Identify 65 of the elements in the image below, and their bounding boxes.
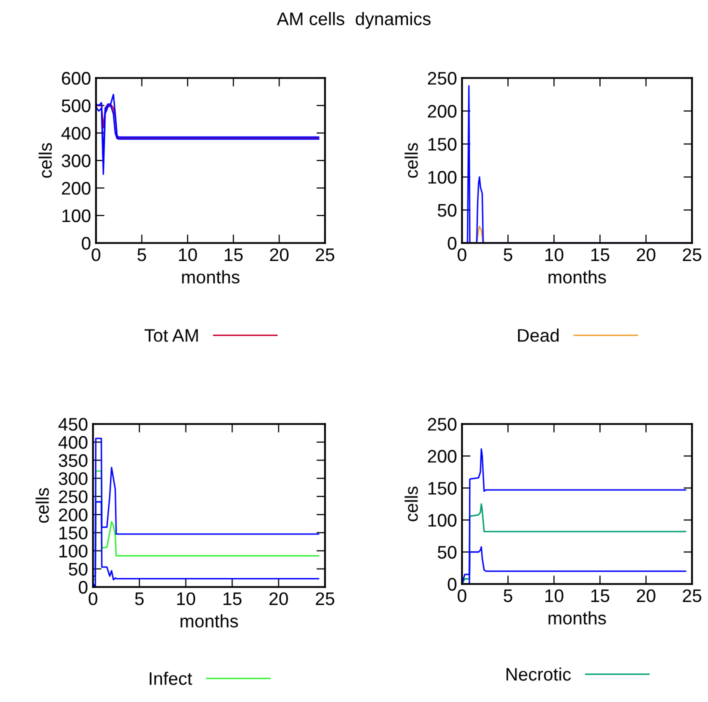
x-axis-title: months xyxy=(548,611,606,625)
y-tick-label: 0 xyxy=(448,236,456,250)
x-tick-label: 5 xyxy=(504,590,512,602)
x-tick-label: 10 xyxy=(545,589,564,602)
x-tick-label: 5 xyxy=(504,248,512,262)
legend-label: Infect xyxy=(150,672,192,685)
x-tick-label: 10 xyxy=(177,592,196,606)
y-tick-label: 50 xyxy=(68,562,88,576)
legend-label: Dead xyxy=(518,328,559,342)
y-tick-label: 250 xyxy=(428,418,456,431)
y-tick-label: 200 xyxy=(428,104,456,118)
y-axis-title: cells xyxy=(404,486,418,522)
y-tick-label: 0 xyxy=(78,580,88,594)
x-tick-label: 20 xyxy=(636,248,656,262)
y-tick-label: 250 xyxy=(428,72,456,85)
y-tick-label: 100 xyxy=(59,544,88,558)
y-tick-label: 300 xyxy=(62,154,90,168)
y-tick-label: 50 xyxy=(438,546,456,559)
y-tick-label: 400 xyxy=(61,126,90,140)
y-tick-label: 350 xyxy=(58,454,88,467)
x-tick-label: 20 xyxy=(269,592,288,606)
legend-label: Necrotic xyxy=(506,667,571,681)
y-tick-label: 50 xyxy=(438,204,456,217)
y-tick-label: 100 xyxy=(62,209,90,222)
x-tick-label: 25 xyxy=(682,589,702,602)
y-axis-title: cells xyxy=(36,488,49,523)
y-tick-label: 450 xyxy=(58,418,88,431)
y-tick-label: 0 xyxy=(82,236,90,250)
legend-label: Tot AM xyxy=(144,329,198,342)
y-tick-label: 400 xyxy=(58,436,88,449)
x-tick-label: 5 xyxy=(135,592,144,606)
x-tick-label: 0 xyxy=(458,248,466,262)
y-tick-label: 500 xyxy=(62,99,90,112)
y-tick-label: 150 xyxy=(428,138,456,151)
y-tick-label: 200 xyxy=(58,508,88,522)
y-tick-label: 600 xyxy=(62,72,90,85)
x-tick-label: 25 xyxy=(316,592,334,606)
y-tick-label: 0 xyxy=(448,578,456,591)
x-tick-label: 20 xyxy=(636,589,656,602)
y-tick-label: 100 xyxy=(428,170,456,184)
y-tick-label: 250 xyxy=(58,490,88,504)
y-tick-label: 200 xyxy=(62,182,90,195)
chart-title: AM cells dynamics xyxy=(276,12,431,29)
y-axis-title: cells xyxy=(38,143,52,178)
x-tick-label: 0 xyxy=(458,589,466,602)
y-axis-title: cells xyxy=(404,143,418,178)
x-tick-label: 0 xyxy=(92,248,100,262)
y-tick-label: 200 xyxy=(428,450,456,463)
x-tick-label: 15 xyxy=(591,590,610,602)
x-tick-label: 20 xyxy=(270,248,289,262)
y-tick-label: 150 xyxy=(428,482,456,495)
y-tick-label: 100 xyxy=(428,514,456,527)
x-axis-title: months xyxy=(180,614,238,628)
x-tick-label: 5 xyxy=(138,248,146,262)
x-axis-title: months xyxy=(548,270,606,284)
x-tick-label: 15 xyxy=(591,248,610,262)
x-axis-title: months xyxy=(182,270,240,284)
x-tick-label: 10 xyxy=(178,248,197,262)
y-tick-label: 150 xyxy=(59,526,88,540)
x-tick-label: 25 xyxy=(682,248,702,262)
x-tick-label: 10 xyxy=(545,248,564,262)
x-tick-label: 25 xyxy=(316,248,334,262)
y-tick-label: 300 xyxy=(58,472,88,486)
x-tick-label: 15 xyxy=(224,592,242,606)
x-tick-label: 15 xyxy=(224,248,243,262)
